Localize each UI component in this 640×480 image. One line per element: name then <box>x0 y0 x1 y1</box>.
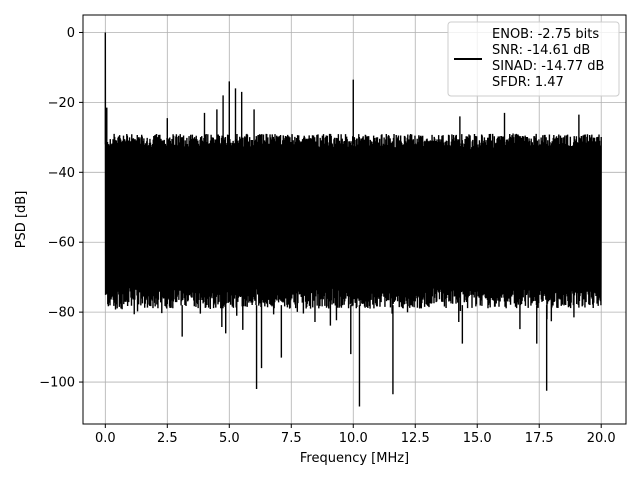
x-tick-label: 15.0 <box>463 431 492 446</box>
legend-box <box>447 21 620 97</box>
y-axis-label: PSD [dB] <box>14 191 29 249</box>
x-tick-label: 7.5 <box>281 431 302 446</box>
psd-trace <box>104 32 602 407</box>
x-tick-label: 5.0 <box>219 431 240 446</box>
y-axis-ticks: 0 −20 −40 −60 −80 −100 <box>39 26 83 391</box>
x-tick-label: 20.0 <box>587 431 616 446</box>
x-tick-label: 17.5 <box>525 431 554 446</box>
legend-line-enob: ENOB: -2.75 bits <box>492 27 599 42</box>
plot-area <box>104 32 602 407</box>
x-axis-label: Frequency [MHz] <box>300 451 409 466</box>
x-axis-ticks: 0.0 2.5 5.0 7.5 10.0 12.5 15.0 17.5 20.0 <box>95 424 616 446</box>
legend-line-sinad: SINAD: -14.77 dB <box>492 59 604 74</box>
y-tick-label: −60 <box>48 236 75 251</box>
legend-line-sfdr: SFDR: 1.47 <box>492 75 564 90</box>
y-tick-label: −80 <box>48 306 75 321</box>
legend: ENOB: -2.75 bits SNR: -14.61 dB SINAD: -… <box>447 21 620 97</box>
x-tick-label: 12.5 <box>401 431 430 446</box>
x-tick-label: 10.0 <box>339 431 368 446</box>
y-tick-label: −20 <box>48 96 75 111</box>
y-tick-label: 0 <box>67 26 75 41</box>
y-tick-label: −40 <box>48 166 75 181</box>
y-tick-label: −100 <box>39 376 75 391</box>
x-tick-label: 2.5 <box>157 431 178 446</box>
plot-frame <box>82 14 627 425</box>
x-tick-label: 0.0 <box>95 431 116 446</box>
legend-line-snr: SNR: -14.61 dB <box>492 43 590 58</box>
